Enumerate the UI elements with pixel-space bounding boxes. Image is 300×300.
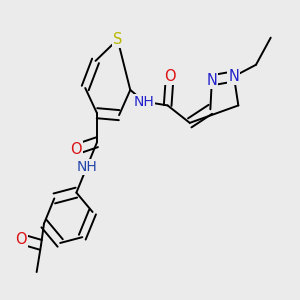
Text: NH: NH	[134, 94, 154, 109]
Text: N: N	[229, 69, 239, 84]
Text: S: S	[113, 32, 122, 47]
Text: O: O	[164, 69, 176, 84]
Text: O: O	[70, 142, 82, 157]
Text: NH: NH	[76, 160, 97, 174]
Text: O: O	[15, 232, 27, 247]
Text: N: N	[206, 73, 217, 88]
